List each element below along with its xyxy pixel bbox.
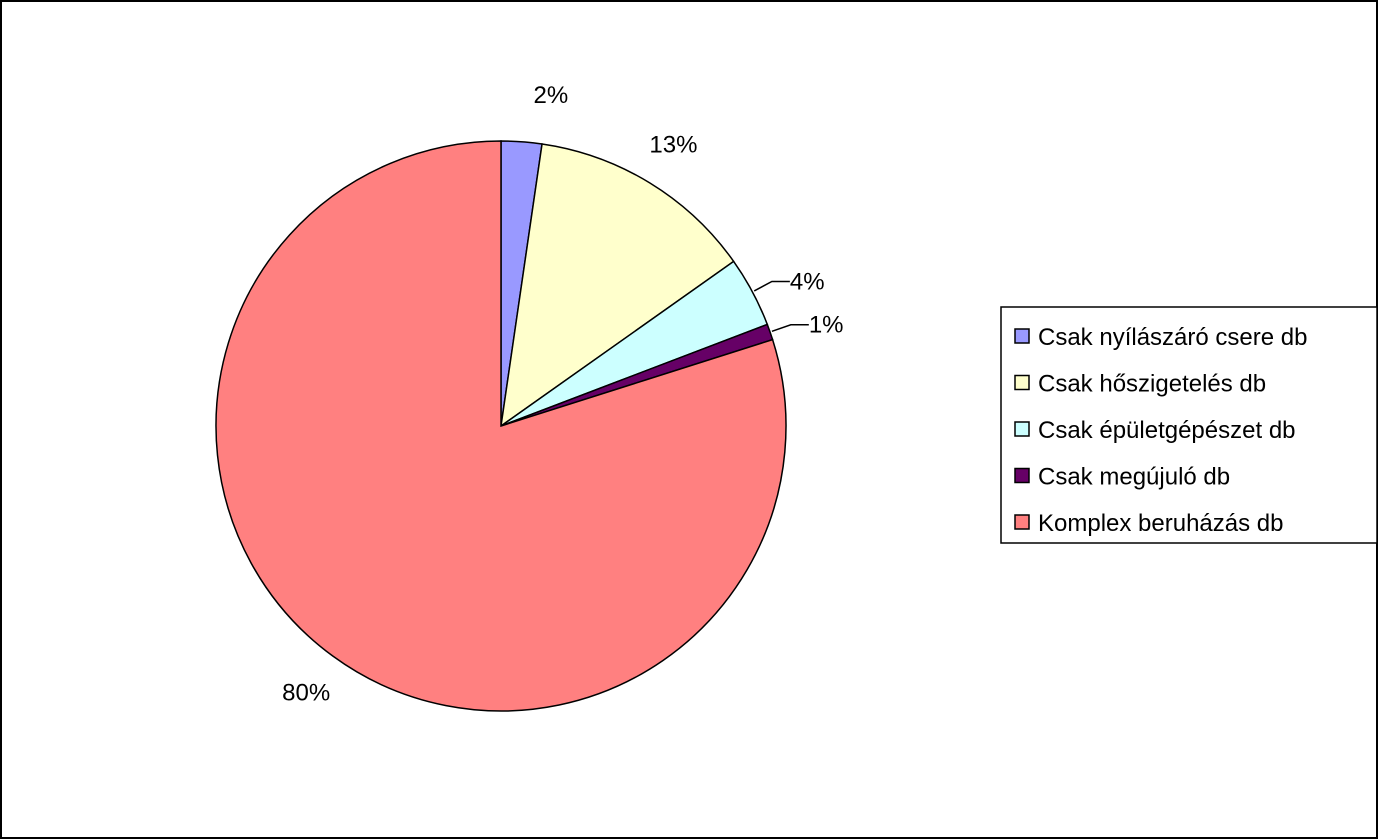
legend-swatch-4	[1014, 467, 1030, 484]
data-label-3: 4%	[790, 268, 825, 295]
data-label-2: 13%	[649, 132, 697, 159]
legend-label-1: Csak nyílászáró csere db	[1038, 324, 1307, 351]
legend-swatch-2	[1014, 374, 1030, 391]
legend-swatch-3	[1014, 421, 1030, 437]
legend-label-5: Komplex beruházás db	[1038, 510, 1283, 537]
legend-label-3: Csak épületgépészet db	[1038, 417, 1296, 444]
data-label-4: 1%	[809, 312, 844, 339]
legend-swatch-1	[1014, 328, 1030, 344]
legend-items: Csak nyílászáró csere db Csak hőszigetelé…	[1014, 324, 1307, 537]
leader-line-4	[771, 323, 809, 333]
data-label-1: 2%	[533, 82, 568, 109]
legend-label-4: Csak megújuló db	[1038, 464, 1230, 491]
legend-label-2: Csak hőszigetelés db	[1038, 371, 1266, 398]
pie-slices	[215, 140, 787, 712]
legend: Csak nyílászáró csere db Csak hőszigetelé…	[1000, 306, 1378, 544]
pie-slice-2	[500, 143, 735, 428]
data-labels: 2% 13% 4% 1% 80%	[282, 82, 843, 707]
leader-line-3	[753, 280, 790, 292]
data-label-5: 80%	[282, 679, 330, 706]
leader-lines	[753, 280, 809, 333]
legend-box	[1000, 306, 1378, 544]
pie-slice-5	[215, 140, 787, 712]
legend-swatch-5	[1014, 514, 1030, 530]
